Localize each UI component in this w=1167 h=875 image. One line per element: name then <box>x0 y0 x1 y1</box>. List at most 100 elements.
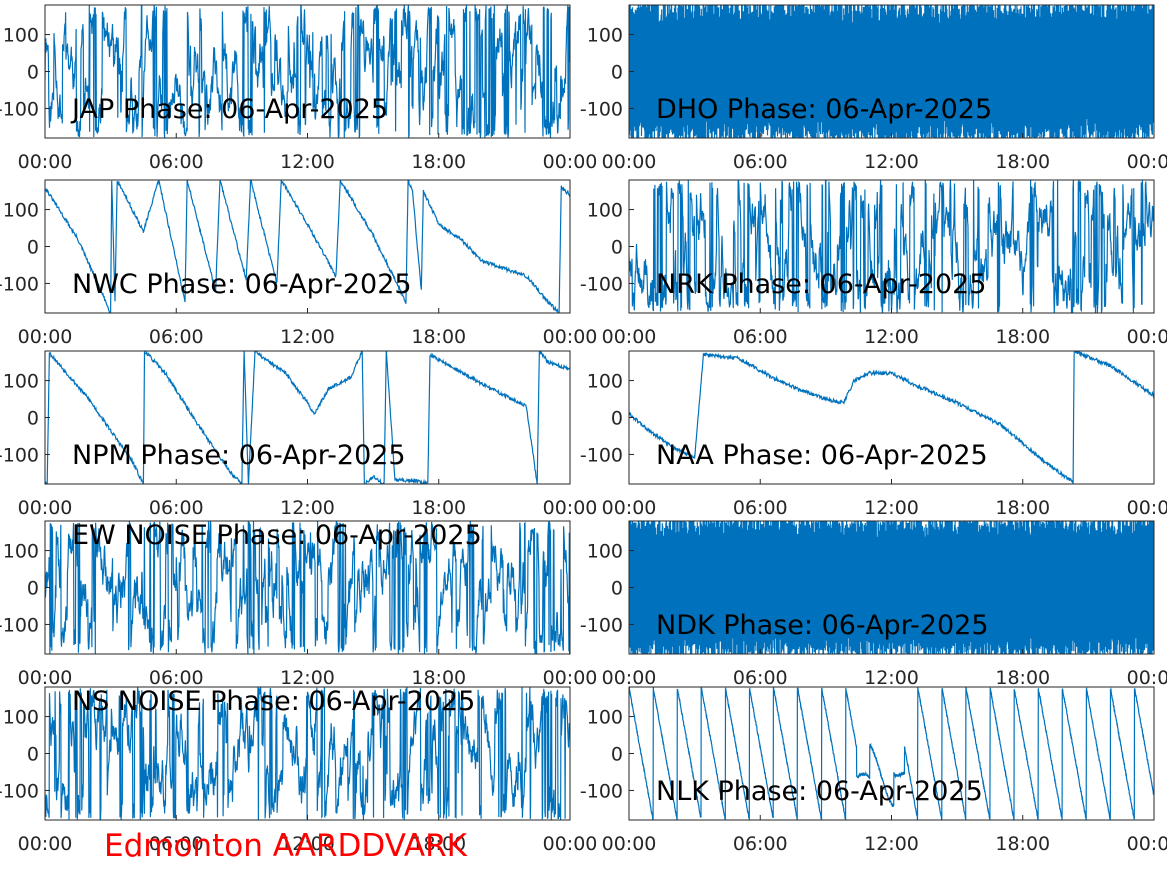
x-tick-label: 00:00 <box>18 497 73 519</box>
y-tick-label: 0 <box>27 744 39 766</box>
phase-trace <box>629 687 1154 820</box>
y-tick-label: 100 <box>587 707 623 729</box>
phase-panel-2: 100 0 -100 00:00 06:00 12:00 18:00 00:00 DHO Pha… <box>580 4 1167 173</box>
y-tick-label: -100 <box>0 444 39 466</box>
x-tick-label: 18:00 <box>411 151 466 173</box>
phase-trace <box>45 521 570 654</box>
phase-panel-6: 100 0 -100 00:00 06:00 12:00 18:00 00:00 NAA Pha… <box>580 350 1167 519</box>
y-tick-label: -100 <box>580 780 623 802</box>
x-tick-label: 12:00 <box>280 497 335 519</box>
x-tick-label: 06:00 <box>149 833 204 855</box>
x-tick-label: 06:00 <box>149 326 204 348</box>
x-tick-label: 06:00 <box>149 667 204 689</box>
phase-panel-4: 100 0 -100 00:00 06:00 12:00 18:00 00:00 NRK Pha… <box>580 179 1167 348</box>
x-tick-label: 18:00 <box>995 833 1050 855</box>
y-tick-label: 0 <box>27 408 39 430</box>
x-tick-label: 00:00 <box>18 667 73 689</box>
x-tick-label: 18:00 <box>995 667 1050 689</box>
panel-title: NWC Phase: 06-Apr-2025 <box>72 269 412 300</box>
phase-trace <box>45 687 570 820</box>
x-tick-label: 00:00 <box>602 833 657 855</box>
y-tick-label: 100 <box>3 707 39 729</box>
x-tick-label: 00:00 <box>543 326 598 348</box>
panel-title: NS NOISE Phase: 06-Apr-2025 <box>72 686 475 717</box>
y-tick-label: -100 <box>0 780 39 802</box>
panel-title: JAP Phase: 06-Apr-2025 <box>70 94 388 125</box>
x-tick-label: 00:00 <box>602 326 657 348</box>
x-tick-label: 12:00 <box>864 326 919 348</box>
y-tick-label: -100 <box>0 273 39 295</box>
panel-title: DHO Phase: 06-Apr-2025 <box>656 94 992 125</box>
y-tick-label: -100 <box>0 614 39 636</box>
y-tick-label: 0 <box>27 62 39 84</box>
panel-title: NPM Phase: 06-Apr-2025 <box>72 440 406 471</box>
x-tick-label: 06:00 <box>149 151 204 173</box>
x-tick-label: 06:00 <box>733 833 788 855</box>
x-tick-label: 12:00 <box>864 497 919 519</box>
x-tick-label: 00:00 <box>1127 833 1167 855</box>
phase-trace <box>45 5 570 138</box>
x-tick-label: 18:00 <box>411 326 466 348</box>
x-tick-label: 00:00 <box>1127 151 1167 173</box>
x-tick-label: 06:00 <box>733 667 788 689</box>
phase-panel-8: 100 0 -100 00:00 06:00 12:00 18:00 00:00 NDK Pha… <box>580 520 1167 689</box>
x-tick-label: 06:00 <box>733 326 788 348</box>
x-tick-label: 00:00 <box>543 151 598 173</box>
x-tick-label: 18:00 <box>411 833 466 855</box>
y-tick-label: -100 <box>580 273 623 295</box>
phase-trace <box>629 5 1154 138</box>
x-tick-label: 00:00 <box>18 151 73 173</box>
x-tick-label: 00:00 <box>543 833 598 855</box>
phase-trace <box>629 351 1154 484</box>
panel-title: NLK Phase: 06-Apr-2025 <box>656 776 983 807</box>
x-tick-label: 06:00 <box>149 497 204 519</box>
x-tick-label: 00:00 <box>18 833 73 855</box>
y-tick-label: 100 <box>3 25 39 47</box>
y-tick-label: 0 <box>611 408 623 430</box>
phase-panel-10: 100 0 -100 00:00 06:00 12:00 18:00 00:00 NLK Pha… <box>580 686 1167 855</box>
station-footer: Edmonton AARDDVARK <box>104 828 468 864</box>
x-tick-label: 06:00 <box>733 497 788 519</box>
x-tick-label: 00:00 <box>543 497 598 519</box>
x-tick-label: 00:00 <box>602 497 657 519</box>
y-tick-label: 0 <box>611 237 623 259</box>
y-tick-label: 100 <box>587 371 623 393</box>
panel-title: NDK Phase: 06-Apr-2025 <box>656 610 989 641</box>
x-tick-label: 12:00 <box>280 833 335 855</box>
phase-panel-1: 100 0 -100 00:00 06:00 12:00 18:00 00:00 JAP Pha… <box>0 4 598 173</box>
x-tick-label: 18:00 <box>411 667 466 689</box>
panel-title: EW NOISE Phase: 06-Apr-2025 <box>72 520 482 551</box>
phase-trace <box>629 521 1154 654</box>
y-tick-label: 100 <box>3 200 39 222</box>
y-tick-label: 100 <box>587 541 623 563</box>
x-tick-label: 18:00 <box>995 326 1050 348</box>
x-tick-label: 12:00 <box>864 833 919 855</box>
x-tick-label: 00:00 <box>18 326 73 348</box>
phase-panel-5: 100 0 -100 00:00 06:00 12:00 18:00 00:00 NPM Pha… <box>0 350 597 519</box>
x-tick-label: 00:00 <box>1127 667 1167 689</box>
phase-panel-7: 100 0 -100 00:00 06:00 12:00 18:00 00:00 EW NOIS… <box>0 520 597 689</box>
x-tick-label: 12:00 <box>864 151 919 173</box>
y-tick-label: 100 <box>3 371 39 393</box>
y-tick-label: 0 <box>27 578 39 600</box>
y-tick-label: -100 <box>580 98 623 120</box>
x-tick-label: 12:00 <box>864 667 919 689</box>
x-tick-label: 12:00 <box>280 326 335 348</box>
x-tick-label: 12:00 <box>280 151 335 173</box>
y-tick-label: -100 <box>0 98 39 120</box>
y-tick-label: 0 <box>27 237 39 259</box>
panel-title: NRK Phase: 06-Apr-2025 <box>656 269 987 300</box>
y-tick-label: 100 <box>3 541 39 563</box>
y-tick-label: 0 <box>611 62 623 84</box>
panel-title: NAA Phase: 06-Apr-2025 <box>656 440 988 471</box>
phase-trace <box>45 351 570 484</box>
x-tick-label: 00:00 <box>602 151 657 173</box>
x-tick-label: 06:00 <box>733 151 788 173</box>
x-tick-label: 12:00 <box>280 667 335 689</box>
x-tick-label: 18:00 <box>995 151 1050 173</box>
y-tick-label: 0 <box>611 744 623 766</box>
x-tick-label: 18:00 <box>995 497 1050 519</box>
y-tick-label: 100 <box>587 25 623 47</box>
x-tick-label: 00:00 <box>1127 326 1167 348</box>
y-tick-label: -100 <box>580 444 623 466</box>
